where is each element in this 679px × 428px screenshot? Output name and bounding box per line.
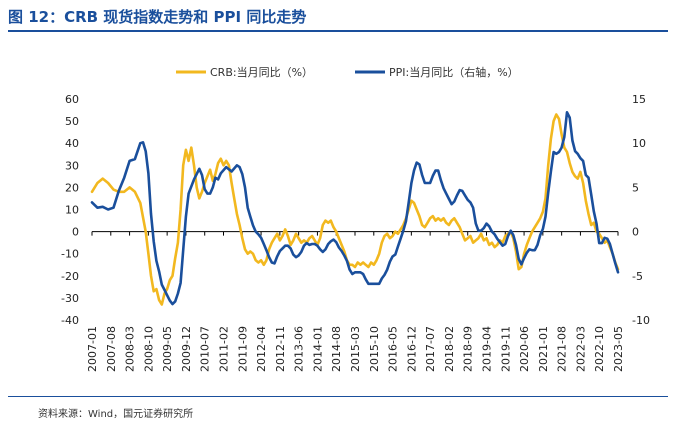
source-note: 资料来源：Wind，国元证券研究所	[38, 409, 194, 420]
right-tick-label: 5	[632, 181, 639, 194]
x-tick-label: 2019-11	[499, 326, 512, 372]
left-tick-label: 40	[65, 137, 79, 150]
x-tick-label: 2018-02	[443, 326, 456, 372]
left-tick-label: 10	[65, 204, 79, 217]
chart-axes: -40 -30 -20 -10 0 10 20 30 40 50 60 -10 -5 0 5 10 15 2007…	[61, 93, 650, 372]
legend-label: PPI:当月同比（右轴，%）	[389, 65, 519, 79]
chart-legend: CRB:当月同比（%） PPI:当月同比（右轴，%）	[176, 65, 519, 79]
left-tick-label: -40	[61, 314, 79, 327]
right-tick-label: 15	[632, 93, 646, 106]
title-divider	[8, 30, 668, 32]
x-tick-label: 2020-06	[518, 326, 531, 372]
x-tick-label: 2009-12	[180, 326, 193, 372]
x-tick-label: 2014-08	[330, 326, 343, 372]
left-tick-label: 30	[65, 159, 79, 172]
left-tick-label: 60	[65, 93, 79, 106]
source-divider	[8, 396, 668, 397]
x-tick-label: 2009-05	[161, 326, 174, 372]
left-tick-label: 50	[65, 115, 79, 128]
x-tick-label: 2015-03	[349, 326, 362, 372]
legend-label: CRB:当月同比（%）	[210, 65, 313, 79]
x-tick-label: 2016-12	[405, 326, 418, 372]
left-tick-label: 20	[65, 181, 79, 194]
x-tick-label: 2016-05	[387, 326, 400, 372]
left-tick-label: -20	[61, 270, 79, 283]
x-tick-label: 2008-03	[124, 326, 137, 372]
x-tick-label: 2015-10	[368, 326, 381, 372]
x-tick-label: 2012-04	[255, 326, 268, 372]
right-tick-label: -5	[632, 270, 643, 283]
x-tick-label: 2007-08	[105, 326, 118, 372]
figure-title: 图 12：CRB 现货指数走势和 PPI 同比走势	[8, 8, 307, 26]
x-tick-label: 2012-11	[274, 326, 287, 372]
x-tick-label: 2018-09	[462, 326, 475, 372]
left-tick-label: 0	[72, 226, 79, 239]
x-tick-label: 2008-10	[142, 326, 155, 372]
right-tick-label: 0	[632, 226, 639, 239]
x-tick-label: 2011-02	[218, 326, 231, 372]
chart-lines	[90, 111, 620, 306]
x-tick-label: 2022-10	[593, 326, 606, 372]
x-tick-label: 2023-05	[612, 326, 625, 372]
right-tick-label: -10	[632, 314, 650, 327]
x-tick-label: 2007-01	[86, 326, 99, 372]
left-tick-label: -30	[61, 292, 79, 305]
ppi-series-line	[90, 111, 620, 306]
right-tick-label: 10	[632, 137, 646, 150]
x-tick-label: 2011-09	[236, 326, 249, 372]
x-tick-label: 2013-06	[293, 326, 306, 372]
crb-series-line	[90, 113, 620, 306]
x-tick-label: 2014-01	[311, 326, 324, 372]
x-tick-label: 2021-01	[537, 326, 550, 372]
x-tick-label: 2010-07	[199, 326, 212, 372]
x-tick-label: 2019-04	[481, 326, 494, 372]
x-tick-label: 2021-08	[556, 326, 569, 372]
x-tick-label: 2017-07	[424, 326, 437, 372]
crb-ppi-line-chart: CRB:当月同比（%） PPI:当月同比（右轴，%） -40 -30 -20 -10 0 1…	[61, 65, 650, 372]
x-tick-label: 2022-03	[574, 326, 587, 372]
left-tick-label: -10	[61, 248, 79, 261]
